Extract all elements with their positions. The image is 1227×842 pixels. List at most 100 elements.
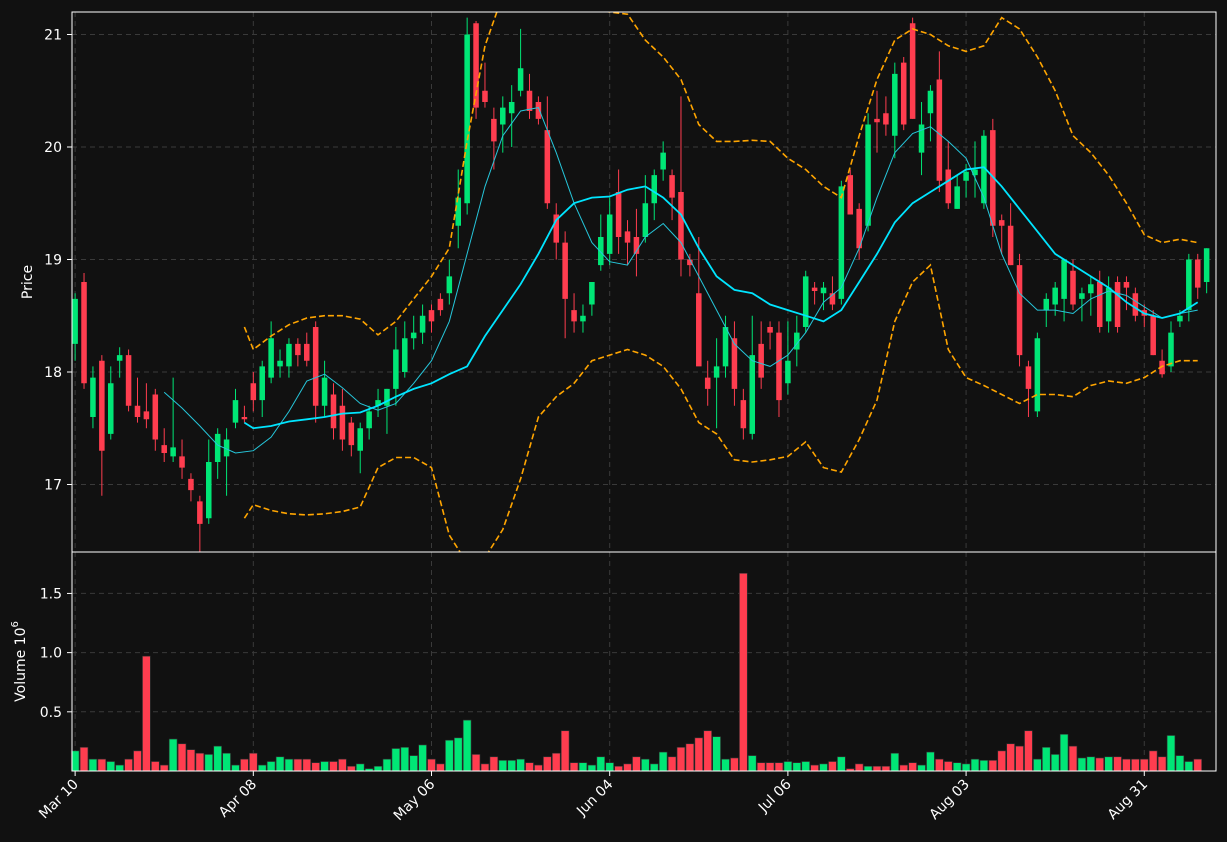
candle-body <box>107 383 114 434</box>
volume-bar <box>1015 745 1024 772</box>
candle-body <box>410 332 417 339</box>
volume-bar <box>151 761 160 772</box>
volume-bar <box>382 758 392 772</box>
volume-bar <box>338 758 347 772</box>
volume-bar <box>177 743 187 772</box>
volume-bar <box>854 763 864 772</box>
candle-body <box>402 338 408 372</box>
candle-body <box>553 214 560 243</box>
volume-bar <box>249 752 258 772</box>
volume-bar <box>427 758 436 772</box>
volume-bar <box>605 762 614 772</box>
candle-body <box>232 400 239 423</box>
candle-body <box>713 366 720 378</box>
volume-axis-title-exponent: 6 <box>10 621 21 627</box>
volume-bar <box>658 751 668 772</box>
volume-bar <box>578 762 588 772</box>
candle-body <box>1043 298 1050 311</box>
price-tick-label: 20 <box>44 140 62 156</box>
candle-body <box>72 298 78 344</box>
volume-bar <box>1193 758 1202 772</box>
volume-bar <box>311 762 320 772</box>
volume-bar <box>284 758 294 772</box>
volume-bar <box>124 758 133 772</box>
candle-body <box>1061 259 1067 299</box>
candle-body <box>223 439 230 457</box>
volume-bar <box>195 752 205 772</box>
volume-bar <box>1006 743 1015 772</box>
volume-axis-title-text: Volume 10 <box>13 628 29 702</box>
candle-body <box>330 394 337 429</box>
candle-body <box>856 208 862 249</box>
volume-bar <box>730 757 739 772</box>
candle-body <box>143 411 150 420</box>
volume-bar <box>213 745 222 772</box>
volume-bar <box>765 762 775 772</box>
candle-body <box>455 197 461 226</box>
volume-bar <box>1024 730 1033 772</box>
volume-bar <box>400 747 409 772</box>
candle-body <box>900 62 907 125</box>
candle-body <box>500 107 506 125</box>
volume-bar <box>1086 756 1096 772</box>
volume-bar <box>988 760 998 772</box>
moving-average-fast-line <box>163 107 1198 454</box>
volume-bar <box>258 764 267 772</box>
volume-bar <box>783 761 793 772</box>
candle-body <box>767 327 773 333</box>
candle-body <box>811 287 818 291</box>
candle-body <box>598 237 604 266</box>
volume-bar <box>115 764 124 772</box>
volume-bar <box>471 754 481 772</box>
candle-body <box>580 315 586 322</box>
volume-bar <box>774 762 784 772</box>
candle-body <box>642 203 649 237</box>
volume-bar <box>587 764 597 772</box>
candle-body <box>81 282 87 384</box>
candle-body <box>134 405 141 417</box>
candle-body <box>696 293 702 367</box>
candle-body <box>722 327 729 367</box>
candle-body <box>116 355 123 361</box>
volume-bar <box>908 762 917 772</box>
candle-body <box>972 169 978 176</box>
candle-body <box>366 411 372 429</box>
volume-bar <box>961 763 971 772</box>
volume-bar <box>552 752 561 772</box>
volume-bar <box>694 737 704 772</box>
volume-bar <box>480 763 490 772</box>
volume-bar <box>142 655 151 772</box>
candle-body <box>491 118 497 142</box>
candle-body <box>1132 293 1139 316</box>
volume-bar <box>266 761 276 772</box>
volume-bar <box>436 763 445 772</box>
candle-body <box>758 343 764 378</box>
volume-bar <box>828 761 837 772</box>
volume-bar <box>507 760 516 772</box>
volume-bar <box>97 758 107 772</box>
candle-body <box>428 310 435 322</box>
volume-bar <box>801 761 810 772</box>
volume-bar <box>240 758 249 772</box>
volume-bar <box>1157 756 1167 772</box>
volume-bar <box>1140 758 1149 772</box>
volume-tick-label: 1.5 <box>40 586 62 602</box>
volume-bar <box>516 758 525 772</box>
volume-bar <box>1104 756 1113 772</box>
candle-body <box>1052 287 1058 305</box>
volume-bar <box>1050 754 1060 772</box>
candle-body <box>606 214 613 254</box>
candle-body <box>963 171 969 181</box>
volume-bar <box>632 756 641 772</box>
candle-body <box>544 130 551 204</box>
volume-bar <box>409 755 418 772</box>
candle-body <box>874 118 880 123</box>
volume-bar <box>1059 734 1069 772</box>
candle-body <box>776 332 782 401</box>
bollinger-upper-line <box>243 12 1198 351</box>
candle-body <box>731 338 738 389</box>
candle-body <box>277 360 283 367</box>
volume-axis-title: Volume 106 <box>10 621 29 702</box>
candle-body <box>90 377 96 417</box>
